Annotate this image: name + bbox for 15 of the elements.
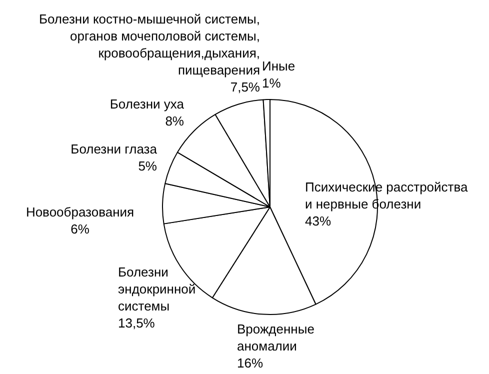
data-label: 43%: [305, 214, 332, 229]
data-label: 5%: [138, 158, 158, 174]
data-label: 8%: [165, 114, 184, 129]
slice-label: Болезни глаза: [70, 142, 158, 157]
slice-label: Болезни уха: [110, 96, 185, 112]
slice-label: Иные: [262, 58, 296, 74]
data-label: 6%: [70, 222, 90, 237]
slice-label: Болезни эндокринной системы: [118, 264, 196, 314]
data-label: 1%: [262, 76, 282, 91]
data-label: 13,5%: [118, 316, 156, 331]
data-label: 16%: [237, 356, 264, 371]
data-label: 7,5%: [230, 80, 260, 95]
slice-label: Врожденные аномалии: [237, 322, 314, 354]
slice-label: Болезни костно-мышечной системы, органов мочеполовой системы, кровообращения,дыхания, пищеварения: [38, 12, 260, 78]
slice-label: Новообразования: [26, 204, 134, 220]
